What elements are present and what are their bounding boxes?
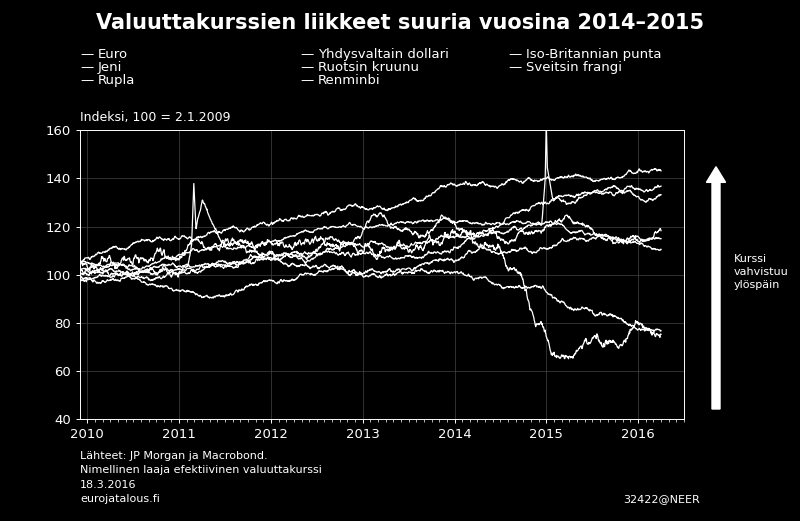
Text: Kurssi
vahvistuu
ylöspäin: Kurssi vahvistuu ylöspäin	[734, 254, 788, 290]
Text: Jeni: Jeni	[98, 61, 122, 74]
Text: —: —	[508, 61, 522, 74]
Text: —: —	[300, 61, 314, 74]
Text: 18.3.2016: 18.3.2016	[80, 480, 137, 490]
Text: Lähteet: JP Morgan ja Macrobond.: Lähteet: JP Morgan ja Macrobond.	[80, 451, 268, 461]
Text: Euro: Euro	[98, 48, 128, 61]
Text: 32422@NEER: 32422@NEER	[623, 494, 700, 504]
Text: —: —	[80, 48, 94, 61]
Text: Indeksi, 100 = 2.1.2009: Indeksi, 100 = 2.1.2009	[80, 111, 230, 124]
Text: —: —	[508, 48, 522, 61]
Text: —: —	[300, 48, 314, 61]
Text: Renminbi: Renminbi	[318, 75, 380, 87]
Text: Ruotsin kruunu: Ruotsin kruunu	[318, 61, 418, 74]
Text: —: —	[80, 61, 94, 74]
Text: —: —	[300, 75, 314, 87]
Text: —: —	[80, 75, 94, 87]
Text: Sveitsin frangi: Sveitsin frangi	[526, 61, 622, 74]
Text: Valuuttakurssien liikkeet suuria vuosina 2014–2015: Valuuttakurssien liikkeet suuria vuosina…	[96, 13, 704, 33]
Text: Yhdysvaltain dollari: Yhdysvaltain dollari	[318, 48, 449, 61]
Text: eurojatalous.fi: eurojatalous.fi	[80, 494, 160, 504]
Text: Rupla: Rupla	[98, 75, 135, 87]
Text: Iso-Britannian punta: Iso-Britannian punta	[526, 48, 661, 61]
Text: Nimellinen laaja efektiivinen valuuttakurssi: Nimellinen laaja efektiivinen valuuttaku…	[80, 465, 322, 475]
